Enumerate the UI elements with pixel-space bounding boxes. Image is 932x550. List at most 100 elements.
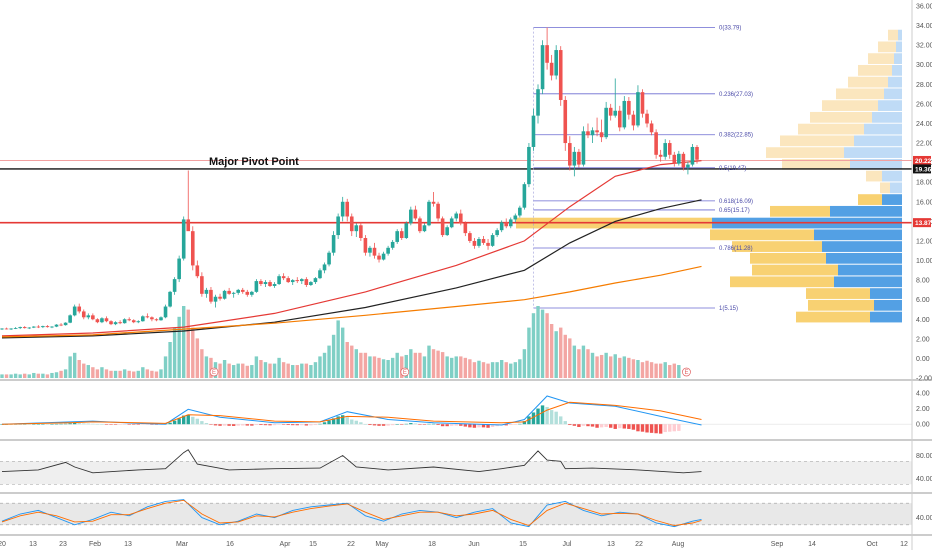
candle-body[interactable] — [431, 201, 436, 204]
candle-body[interactable] — [513, 215, 518, 220]
candle-body[interactable] — [209, 289, 213, 302]
candle-body[interactable] — [436, 203, 440, 219]
candle-body[interactable] — [622, 100, 627, 128]
stoch-pane[interactable] — [0, 499, 912, 528]
candle-body[interactable] — [359, 225, 363, 239]
candle-body[interactable] — [449, 218, 454, 228]
earnings-marker-icon[interactable] — [400, 367, 410, 377]
candle-body[interactable] — [86, 315, 91, 318]
candle-body[interactable] — [295, 280, 300, 282]
candle-body[interactable] — [327, 252, 331, 265]
moving-average-line[interactable] — [1, 199, 702, 339]
candle-body[interactable] — [54, 324, 59, 327]
candle-body[interactable] — [254, 281, 259, 292]
candle-body[interactable] — [59, 324, 63, 326]
candle-body[interactable] — [141, 316, 145, 322]
candle-body[interactable] — [645, 113, 649, 124]
candle-body[interactable] — [413, 209, 418, 219]
candle-body[interactable] — [486, 242, 490, 246]
candle-body[interactable] — [91, 315, 95, 320]
candle-body[interactable] — [558, 50, 563, 100]
candle-body[interactable] — [418, 218, 422, 232]
earnings-marker-icon[interactable] — [682, 367, 691, 377]
candle-body[interactable] — [681, 153, 686, 168]
candle-body[interactable] — [227, 290, 231, 294]
candle-body[interactable] — [72, 306, 77, 316]
candle-body[interactable] — [672, 154, 677, 164]
candle-body[interactable] — [122, 319, 127, 324]
candle-body[interactable] — [581, 131, 586, 165]
candle-body[interactable] — [236, 289, 241, 293]
candle-body[interactable] — [631, 114, 636, 126]
candle-body[interactable] — [617, 110, 622, 128]
candle-body[interactable] — [545, 45, 549, 63]
candle-body[interactable] — [354, 225, 359, 232]
candle-body[interactable] — [590, 130, 595, 136]
candle-body[interactable] — [577, 151, 581, 165]
rsi-pane[interactable] — [0, 449, 912, 485]
rsi-line[interactable] — [1, 449, 702, 474]
candle-body[interactable] — [63, 322, 68, 326]
candle-body[interactable] — [213, 296, 218, 302]
candle-body[interactable] — [690, 146, 695, 165]
candle-body[interactable] — [640, 92, 645, 114]
candle-body[interactable] — [172, 279, 177, 292]
macd-pane[interactable] — [0, 395, 912, 434]
candle-body[interactable] — [281, 276, 286, 279]
candle-body[interactable] — [145, 316, 150, 318]
candle-body[interactable] — [304, 279, 309, 285]
candle-body[interactable] — [613, 110, 618, 116]
candle-body[interactable] — [41, 326, 45, 328]
candle-body[interactable] — [159, 317, 163, 321]
candle-body[interactable] — [536, 89, 540, 116]
candle-body[interactable] — [9, 328, 13, 330]
candle-body[interactable] — [518, 207, 522, 216]
candle-body[interactable] — [504, 222, 509, 227]
candle-body[interactable] — [336, 216, 340, 236]
candle-body[interactable] — [409, 209, 413, 224]
candle-body[interactable] — [77, 306, 82, 312]
candle-body[interactable] — [490, 235, 495, 246]
candle-body[interactable] — [390, 241, 395, 248]
candle-body[interactable] — [127, 319, 131, 321]
candle-body[interactable] — [340, 201, 345, 217]
candle-body[interactable] — [445, 227, 449, 236]
candle-body[interactable] — [531, 115, 536, 147]
macd-line[interactable] — [1, 395, 702, 426]
candle-body[interactable] — [458, 213, 463, 224]
candle-body[interactable] — [22, 327, 27, 329]
candle-body[interactable] — [231, 292, 236, 294]
candle-body[interactable] — [381, 253, 386, 260]
stoch-k-line[interactable] — [1, 499, 702, 528]
stoch-d-line[interactable] — [1, 499, 702, 527]
candle-body[interactable] — [599, 132, 604, 138]
candle-body[interactable] — [372, 247, 377, 256]
candle-body[interactable] — [222, 290, 227, 299]
candle-body[interactable] — [495, 230, 499, 236]
candle-body[interactable] — [4, 328, 9, 330]
candle-body[interactable] — [109, 321, 113, 325]
candle-body[interactable] — [168, 291, 172, 307]
earnings-marker-icon[interactable] — [209, 367, 219, 377]
candle-body[interactable] — [104, 318, 109, 322]
candle-body[interactable] — [45, 326, 50, 328]
candle-body[interactable] — [50, 326, 54, 328]
candle-body[interactable] — [608, 107, 613, 116]
candle-body[interactable] — [527, 146, 531, 185]
candle-body[interactable] — [654, 132, 658, 155]
candle-body[interactable] — [649, 123, 654, 133]
candle-body[interactable] — [540, 45, 545, 90]
candle-body[interactable] — [18, 327, 22, 329]
candle-body[interactable] — [345, 201, 350, 217]
candle-body[interactable] — [636, 92, 640, 126]
candle-body[interactable] — [272, 284, 277, 286]
candle-body[interactable] — [331, 235, 336, 253]
candle-body[interactable] — [259, 281, 263, 285]
candle-body[interactable] — [322, 264, 327, 271]
candle-body[interactable] — [36, 326, 41, 328]
candle-body[interactable] — [663, 143, 668, 157]
candle-body[interactable] — [290, 280, 295, 283]
candle-body[interactable] — [549, 62, 554, 76]
candle-body[interactable] — [163, 306, 168, 318]
candle-body[interactable] — [572, 151, 577, 166]
